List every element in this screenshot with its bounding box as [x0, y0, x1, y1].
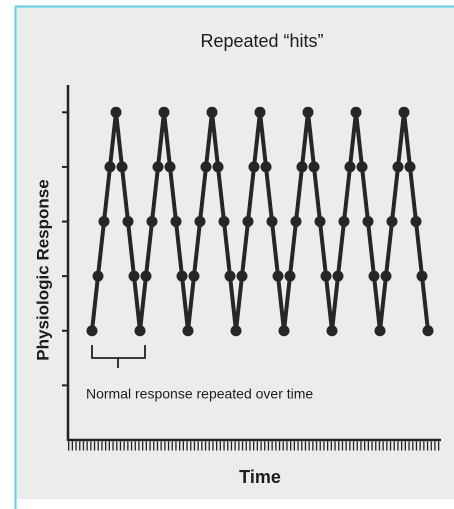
point [314, 216, 326, 228]
point [404, 161, 416, 173]
point [296, 161, 308, 173]
point [320, 270, 332, 282]
bracket [91, 345, 146, 368]
point [206, 106, 218, 118]
point [176, 270, 188, 282]
point [398, 106, 410, 118]
point [302, 106, 314, 118]
chart-title: Repeated “hits” [200, 31, 323, 51]
point [422, 325, 434, 337]
point [98, 216, 110, 228]
point [182, 325, 194, 337]
y-axis-label: Physiologic Response [33, 179, 52, 360]
point [374, 325, 386, 337]
point [104, 161, 116, 173]
point [386, 216, 398, 228]
point [254, 106, 266, 118]
point [152, 161, 164, 173]
point [218, 216, 230, 228]
point [134, 325, 146, 337]
point [278, 325, 290, 337]
point [86, 325, 98, 337]
point [272, 270, 284, 282]
point [92, 270, 104, 282]
point [236, 270, 248, 282]
point [242, 216, 254, 228]
point [266, 216, 278, 228]
point [140, 270, 152, 282]
point [290, 216, 302, 228]
point [326, 325, 338, 337]
point [188, 270, 200, 282]
point [158, 106, 170, 118]
point [332, 270, 344, 282]
point [362, 216, 374, 228]
point [260, 161, 272, 173]
point [224, 270, 236, 282]
point [212, 161, 224, 173]
point [194, 216, 206, 228]
point [128, 270, 140, 282]
point [200, 161, 212, 173]
point [170, 216, 182, 228]
point [368, 270, 380, 282]
point [122, 216, 134, 228]
point [410, 216, 422, 228]
point [392, 161, 404, 173]
panel [16, 7, 454, 499]
point [248, 161, 260, 173]
point [416, 270, 428, 282]
point [284, 270, 296, 282]
x-axis-label: Time [239, 467, 281, 487]
point [344, 161, 356, 173]
point [380, 270, 392, 282]
point [308, 161, 320, 173]
point [230, 325, 242, 337]
point [350, 106, 362, 118]
point [146, 216, 158, 228]
point [356, 161, 368, 173]
point [116, 161, 128, 173]
annotation: Normal response repeated over time [86, 386, 313, 402]
point [338, 216, 350, 228]
point [164, 161, 176, 173]
point [110, 106, 122, 118]
